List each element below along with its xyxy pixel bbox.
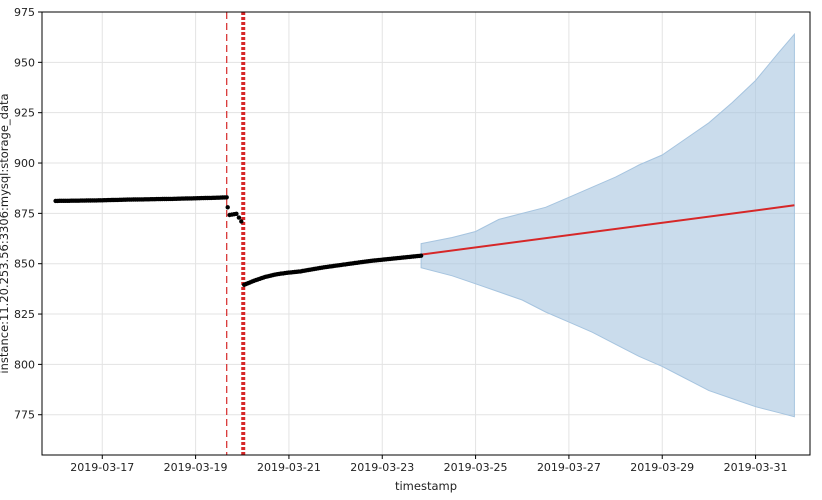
y-tick-label: 925 (14, 107, 35, 120)
y-tick-label: 975 (14, 6, 35, 19)
x-tick-label: 2019-03-29 (630, 461, 694, 474)
x-tick-label: 2019-03-17 (70, 461, 134, 474)
x-tick-label: 2019-03-23 (350, 461, 414, 474)
observed-point (234, 211, 239, 216)
forecast-line (420, 204, 795, 256)
y-tick-label: 875 (14, 207, 35, 220)
x-tick-label: 2019-03-25 (444, 461, 508, 474)
observed-points (53, 195, 424, 287)
y-tick-label: 775 (14, 409, 35, 422)
observed-point (225, 205, 230, 210)
observed-point (239, 219, 244, 224)
x-axis-ticks: 2019-03-17 2019-03-19 2019-03-21 2019-03-23… (70, 455, 788, 474)
x-tick-label: 2019-03-19 (164, 461, 228, 474)
uncertainty-band (420, 32, 795, 418)
x-tick-label: 2019-03-27 (537, 461, 601, 474)
y-tick-label: 800 (14, 358, 35, 371)
plot-frame (41, 11, 811, 456)
forecast-trend-line (420, 204, 795, 256)
x-tick-label: 2019-03-21 (257, 461, 321, 474)
observed-point (224, 195, 229, 200)
observed-point (418, 253, 424, 258)
y-tick-label: 825 (14, 308, 35, 321)
changepoint-lines (226, 12, 246, 455)
y-axis-ticks: 775 800 825 850 875 900 925 950 975 (14, 6, 42, 422)
y-axis-label: instance:11.20.253.56:3306:mysql:storage… (0, 93, 11, 373)
y-tick-label: 950 (14, 56, 35, 69)
uncertainty-band-area (420, 32, 795, 418)
x-tick-label: 2019-03-31 (724, 461, 788, 474)
y-tick-label: 900 (14, 157, 35, 170)
observed-point (236, 215, 242, 220)
x-axis-label: timestamp (395, 479, 457, 493)
y-tick-label: 850 (14, 258, 35, 271)
